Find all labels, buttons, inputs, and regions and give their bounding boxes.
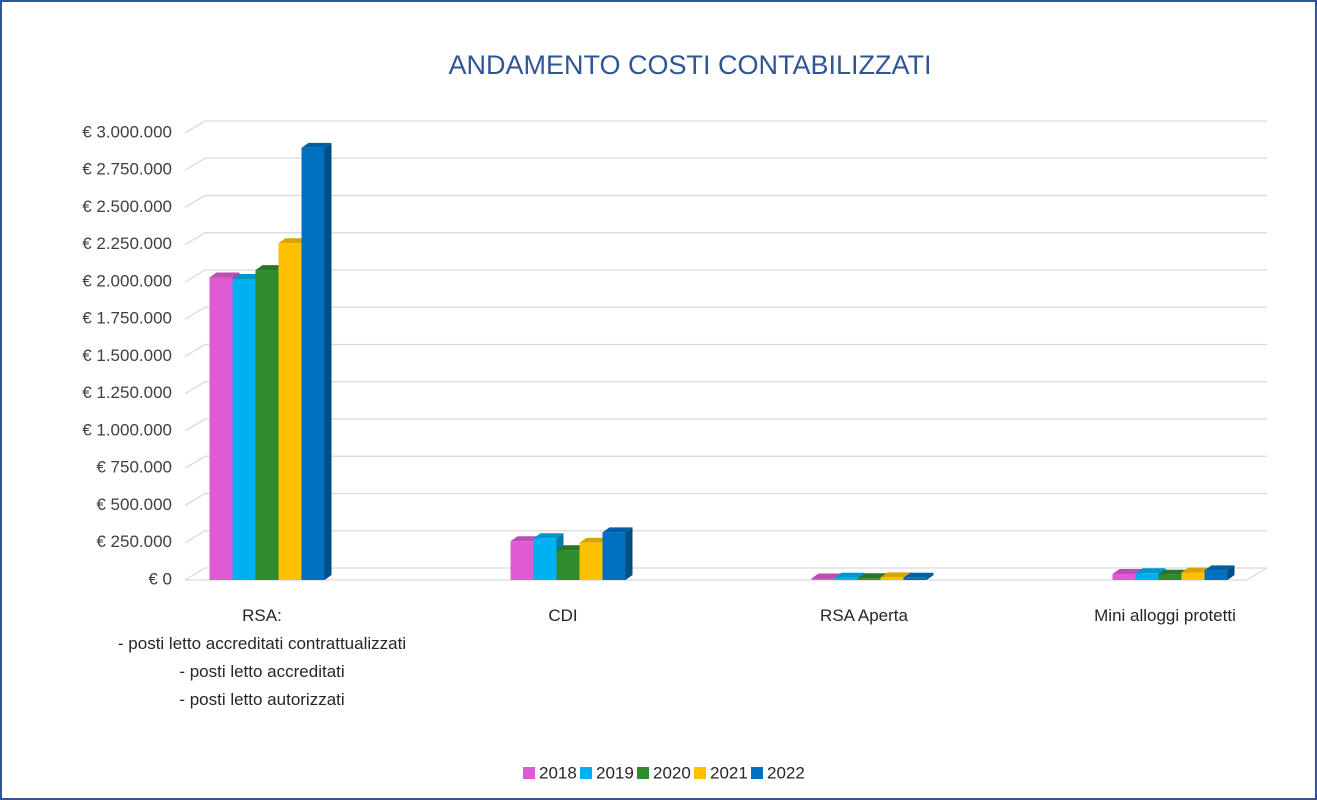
bar-side (324, 142, 332, 580)
bar (1112, 574, 1136, 580)
legend-swatch (694, 767, 706, 779)
bar-side (1227, 565, 1235, 580)
bar-top (811, 573, 842, 579)
legend-swatch (751, 767, 763, 779)
grid-line (184, 418, 1267, 432)
legend-swatch (523, 767, 535, 779)
bar (533, 538, 557, 580)
legend-label: 2020 (653, 763, 691, 782)
grid-line (184, 194, 1267, 209)
bar-top (579, 537, 610, 543)
bar-top (602, 527, 633, 533)
bar-top (1112, 569, 1143, 575)
x-tick-label: Mini alloggi protetti (1094, 606, 1236, 625)
bar-top (1135, 568, 1166, 574)
legend-swatch (637, 767, 649, 779)
bar-side (926, 572, 934, 580)
grid-line (184, 232, 1267, 246)
bar (1204, 570, 1228, 580)
bar (602, 532, 626, 580)
x-tick-label: CDI (548, 606, 578, 625)
legend-label: 2019 (596, 763, 634, 782)
bar (811, 578, 835, 580)
bar (1181, 572, 1205, 580)
y-tick-label: € 2.000.000 (82, 271, 172, 290)
bar-top (556, 545, 587, 551)
bar (278, 243, 302, 580)
x-tick-label: RSA Aperta (820, 606, 908, 625)
legend-label: 2022 (767, 763, 805, 782)
y-tick-label: € 1.500.000 (82, 346, 172, 365)
grid-line (184, 120, 1267, 134)
y-tick-label: € 750.000 (96, 458, 172, 477)
y-tick-label: € 1.000.000 (82, 420, 172, 439)
grid-line (184, 343, 1267, 358)
bar (1158, 574, 1182, 580)
bar (857, 578, 881, 580)
bar (510, 541, 534, 580)
bar-side (625, 527, 633, 580)
x-tick-label: RSA: - posti letto accreditati contrattu… (117, 606, 407, 709)
legend-label: 2018 (539, 763, 577, 782)
bar-top (255, 265, 286, 271)
bar-top (533, 533, 564, 539)
bar (556, 550, 580, 580)
bar (880, 577, 904, 580)
grid-line (184, 381, 1267, 395)
bar (255, 270, 279, 580)
legend-swatch (580, 767, 592, 779)
bar-top (834, 572, 865, 578)
y-tick-label: € 1.250.000 (82, 383, 172, 402)
bar-top (903, 572, 934, 578)
y-tick-label: € 2.500.000 (82, 197, 172, 216)
bar-top (510, 536, 541, 542)
bar (903, 577, 927, 580)
bar (1135, 573, 1159, 580)
legend-label: 2021 (710, 763, 748, 782)
grid-line (184, 567, 1267, 581)
bar-top (857, 573, 888, 579)
y-tick-label: € 2.750.000 (82, 160, 172, 179)
bar (834, 577, 858, 580)
bar-top (232, 274, 263, 280)
bar-top (1158, 569, 1189, 575)
bar-top (1204, 565, 1235, 571)
grid-line (184, 157, 1267, 171)
bar-top (209, 272, 240, 278)
chart-title: ANDAMENTO COSTI CONTABILIZZATI (448, 50, 931, 80)
y-tick-label: € 3.000.000 (82, 122, 172, 141)
grid-line (184, 455, 1267, 469)
y-tick-label: € 0 (148, 569, 172, 588)
bar-top (880, 572, 911, 578)
grid-line (184, 269, 1267, 283)
grid-line (184, 492, 1267, 507)
bar (209, 277, 233, 580)
bar-top (301, 142, 332, 148)
bar (301, 147, 325, 580)
y-tick-label: € 250.000 (96, 532, 172, 551)
bar-top (1181, 567, 1212, 573)
y-tick-label: € 500.000 (96, 495, 172, 514)
y-tick-label: € 1.750.000 (82, 309, 172, 328)
bar-top (278, 238, 309, 244)
grid-line (184, 306, 1267, 320)
y-tick-label: € 2.250.000 (82, 234, 172, 253)
grid-line (184, 530, 1267, 544)
bar (579, 542, 603, 580)
bar (232, 279, 256, 580)
